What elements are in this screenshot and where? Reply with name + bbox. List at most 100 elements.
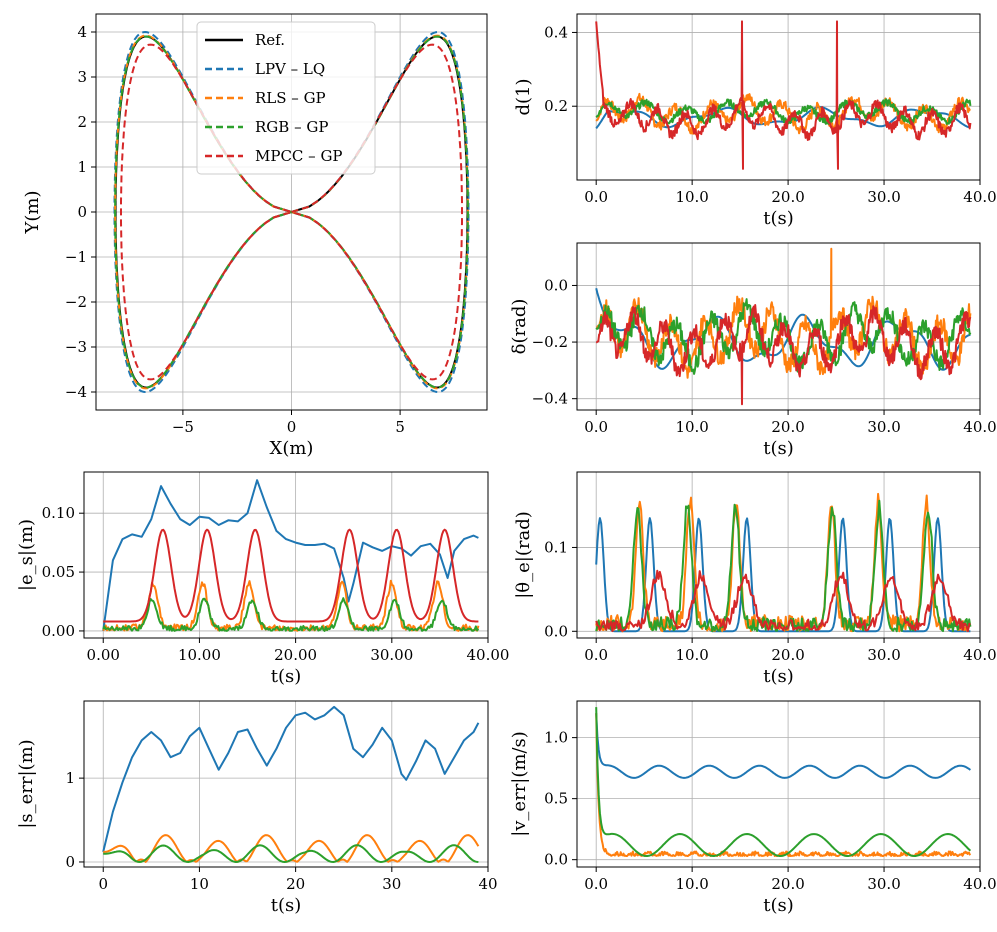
- y-tick-label: 1: [77, 158, 87, 176]
- x-tick-label: 0.0: [584, 188, 608, 206]
- legend-label: RGB – GP: [255, 118, 328, 136]
- axes-frame: [576, 242, 981, 411]
- x-tick-label: 10.0: [675, 418, 708, 436]
- x-tick-label: 30.0: [867, 875, 900, 893]
- x-tick-label: 20.0: [771, 646, 804, 664]
- panel-traj: −5 0 5 −4 −3 −2 −1 0 1 2 3 4 X(m) Y(m) Ref. LPV – LQ RLS…: [22, 13, 488, 459]
- y-tick-label: 1.0: [544, 729, 568, 747]
- y-tick-label: 0: [65, 853, 75, 871]
- x-tick-label: 20.0: [771, 188, 804, 206]
- y-tick-label: 0.00: [42, 622, 75, 640]
- series-rls-gp: [595, 92, 971, 135]
- x-tick-label: 40.0: [963, 875, 996, 893]
- x-tick-label: 40.0: [963, 418, 996, 436]
- y-axis-label: |v_err|(m/s): [509, 731, 530, 837]
- x-axis-label: t(s): [763, 666, 794, 687]
- x-tick-label: 40.0: [963, 188, 996, 206]
- y-tick-label: 4: [77, 23, 87, 41]
- x-tick-label: 0.00: [87, 646, 120, 664]
- x-tick-label: 30.0: [867, 418, 900, 436]
- panel-verr: 0.0 10.0 20.0 30.0 40.0 0.0 0.5 1.0 t(s) |v_err|(…: [509, 700, 997, 916]
- series-lpv-lq: [102, 705, 480, 853]
- y-axis-label: δ(rad): [509, 299, 530, 355]
- series-mpcc-gp: [103, 528, 479, 623]
- x-tick-label: 10.0: [675, 875, 708, 893]
- series-mpcc-gp: [595, 304, 972, 406]
- x-tick-label: 20.00: [274, 646, 317, 664]
- x-tick-label: 30.0: [867, 188, 900, 206]
- x-tick-label: 0.0: [584, 875, 608, 893]
- series-mpcc-gp: [595, 20, 972, 170]
- y-tick-label: −4: [65, 383, 87, 401]
- y-tick-label: 0.05: [42, 563, 75, 581]
- y-axis-label: |θ_e|(rad): [513, 511, 534, 599]
- x-tick-label: 40: [478, 875, 497, 893]
- series-mpcc-gp: [595, 569, 971, 633]
- x-tick-label: 0.0: [584, 418, 608, 436]
- x-tick-label: 0: [287, 418, 297, 436]
- y-tick-label: 1: [65, 769, 75, 787]
- y-tick-label: −2: [65, 293, 87, 311]
- y-axis-label: |e_s|(m): [16, 519, 37, 591]
- legend-label: MPCC – GP: [255, 147, 343, 165]
- axes-frame: [83, 471, 489, 639]
- y-axis-label: d(1): [513, 78, 534, 115]
- x-tick-label: 30.00: [370, 646, 413, 664]
- x-tick-label: 10.0: [675, 188, 708, 206]
- x-axis-label: t(s): [271, 666, 302, 687]
- x-tick-label: 0.0: [584, 646, 608, 664]
- legend-label: LPV – LQ: [255, 60, 325, 78]
- legend-box: [196, 21, 376, 175]
- y-tick-label: 0: [77, 203, 87, 221]
- y-axis-label: Y(m): [22, 191, 43, 235]
- x-tick-label: 20.0: [771, 875, 804, 893]
- series-rls-gp: [102, 579, 480, 632]
- y-tick-label: 0.4: [544, 23, 568, 41]
- x-tick-label: 20.0: [771, 418, 804, 436]
- x-axis-label: t(s): [763, 438, 794, 459]
- legend-label: Ref.: [255, 31, 285, 49]
- y-tick-label: −1: [65, 248, 87, 266]
- x-axis-label: t(s): [271, 895, 302, 916]
- x-tick-label: 10: [190, 875, 209, 893]
- y-tick-label: −3: [65, 338, 87, 356]
- series-rls-gp: [595, 713, 972, 857]
- x-tick-label: 10.00: [178, 646, 221, 664]
- panel-delta: 0.0 10.0 20.0 30.0 40.0 −0.4 −0.2 0.0 t(s) δ(rad): [509, 242, 997, 459]
- x-axis-label: t(s): [763, 895, 794, 916]
- y-tick-label: −0.4: [532, 390, 568, 408]
- x-tick-label: 0: [98, 875, 108, 893]
- x-tick-label: −5: [172, 418, 194, 436]
- x-tick-label: 30.0: [867, 646, 900, 664]
- series-rls-gp: [595, 492, 971, 633]
- x-tick-label: 5: [395, 418, 405, 436]
- panel-serr: 0 10 20 30 40 0 1 t(s) |s_err|(m): [16, 700, 498, 916]
- y-tick-label: 0.2: [544, 97, 568, 115]
- series-rls-gp: [595, 247, 972, 379]
- series-mpcc-gp: [120, 43, 463, 381]
- y-tick-label: 2: [77, 113, 87, 131]
- axes-frame: [576, 700, 981, 868]
- series-rgb-gp: [103, 844, 479, 863]
- axes-frame: [83, 700, 489, 868]
- panel-thetae: 0.0 10.0 20.0 30.0 40.0 0.0 0.1 t(s) |θ_e|(rad): [513, 471, 997, 687]
- x-tick-label: 30: [382, 875, 401, 893]
- axes-frame: [576, 13, 981, 181]
- panel-d1: 0.0 10.0 20.0 30.0 40.0 0.2 0.4 t(s) d(1): [513, 13, 997, 229]
- y-axis-label: |s_err|(m): [16, 739, 37, 828]
- series-rgb-gp: [595, 499, 972, 633]
- x-tick-label: 40.00: [467, 646, 510, 664]
- series-lpv-lq: [102, 479, 479, 632]
- series-lpv-lq: [595, 517, 971, 633]
- y-tick-label: 0.0: [544, 276, 568, 294]
- y-tick-label: 3: [77, 68, 87, 86]
- x-tick-label: 40.0: [963, 646, 996, 664]
- x-tick-label: 20: [286, 875, 305, 893]
- legend-label: RLS – GP: [255, 89, 326, 107]
- y-tick-label: 0.0: [544, 851, 568, 869]
- x-axis-label: t(s): [763, 208, 794, 229]
- series-rgb-gp: [595, 707, 972, 857]
- y-tick-label: 0.5: [544, 790, 568, 808]
- axes-frame: [576, 471, 981, 639]
